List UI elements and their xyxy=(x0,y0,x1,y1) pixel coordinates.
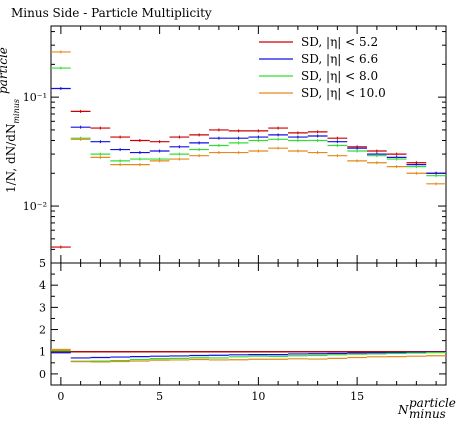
y-ratio-tick-label: 3 xyxy=(39,301,46,314)
legend: SD, |η| < 5.2 SD, |η| < 6.6 SD, |η| < 8.0 S… xyxy=(259,35,386,100)
main-series-group xyxy=(51,50,446,249)
y-ratio-tick-label: 1 xyxy=(39,346,46,359)
svg-text:1/N, dN/dNminus: 1/N, dN/dNminus xyxy=(4,99,21,193)
ratio-panel-frame xyxy=(50,262,447,386)
y-axis-label-main: 1/N, dN/dN xyxy=(4,124,18,193)
y-ratio-tick-label: 5 xyxy=(39,257,46,270)
y-axis-label-sub: minus xyxy=(12,99,21,124)
x-tick-label: 5 xyxy=(156,390,163,403)
y-main-tick-label: 10⁻¹ xyxy=(23,91,47,104)
x-axis-label-main: N xyxy=(397,403,409,417)
legend-label: SD, |η| < 6.6 xyxy=(301,52,378,66)
ratio-y-axis: 0 1 2 3 4 5 xyxy=(39,257,446,386)
y-ratio-tick-label: 4 xyxy=(39,279,46,292)
main-panel-frame xyxy=(50,25,447,264)
y-axis-label-sup: particle xyxy=(0,47,10,94)
main-y-axis: 10⁻¹ 10⁻² xyxy=(23,31,446,264)
legend-label: SD, |η| < 8.0 xyxy=(301,69,378,83)
x-axis-label-sup: particle xyxy=(409,396,456,410)
x-axis-label-sub: minus xyxy=(409,407,446,421)
legend-label: SD, |η| < 10.0 xyxy=(301,86,386,100)
x-tick-label: 0 xyxy=(57,390,64,403)
y-axis-label: 1/N, dN/dNminus particle xyxy=(0,47,21,193)
y-ratio-tick-label: 0 xyxy=(39,368,46,381)
y-ratio-tick-label: 2 xyxy=(39,324,46,337)
x-tick-label: 15 xyxy=(350,390,364,403)
x-axis: 0 5 10 15 xyxy=(57,26,437,403)
x-tick-label: 10 xyxy=(251,390,265,403)
chart-title: Minus Side - Particle Multiplicity xyxy=(11,6,212,20)
legend-label: SD, |η| < 5.2 xyxy=(301,35,378,49)
x-axis-label: N particle minus xyxy=(397,396,456,421)
ratio-series-group xyxy=(51,348,446,363)
y-main-tick-label: 10⁻² xyxy=(23,200,47,213)
